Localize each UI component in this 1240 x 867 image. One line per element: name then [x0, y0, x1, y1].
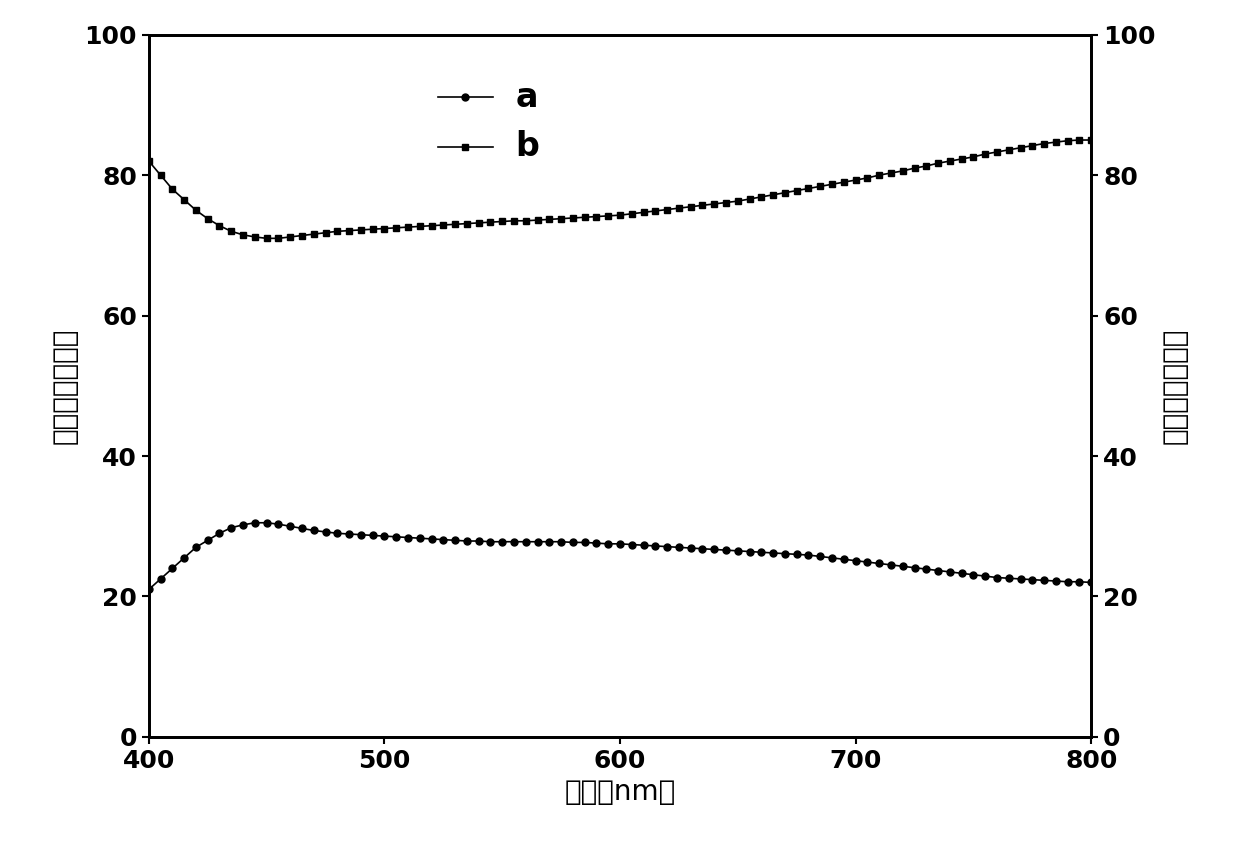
a: [247, 518, 262, 528]
X-axis label: 波长（nm）: 波长（nm）: [564, 779, 676, 806]
a: [672, 542, 687, 552]
Y-axis label: 透射光谱（％）: 透射光谱（％）: [1161, 328, 1189, 444]
Line: b: b: [145, 136, 1095, 242]
b: [259, 233, 274, 244]
a: [141, 584, 156, 595]
Legend: a, b: a, b: [427, 69, 551, 174]
b: [966, 152, 981, 162]
b: [1071, 134, 1086, 145]
Y-axis label: 反射光谱（％）: 反射光谱（％）: [51, 328, 79, 444]
Line: a: a: [145, 519, 1095, 593]
a: [1002, 573, 1017, 583]
b: [1084, 134, 1099, 145]
a: [1084, 577, 1099, 588]
a: [848, 556, 863, 566]
a: [966, 570, 981, 580]
a: [743, 546, 758, 557]
b: [141, 156, 156, 166]
b: [672, 203, 687, 213]
b: [919, 160, 934, 171]
a: [919, 564, 934, 574]
b: [848, 175, 863, 186]
b: [1002, 145, 1017, 155]
b: [743, 194, 758, 205]
